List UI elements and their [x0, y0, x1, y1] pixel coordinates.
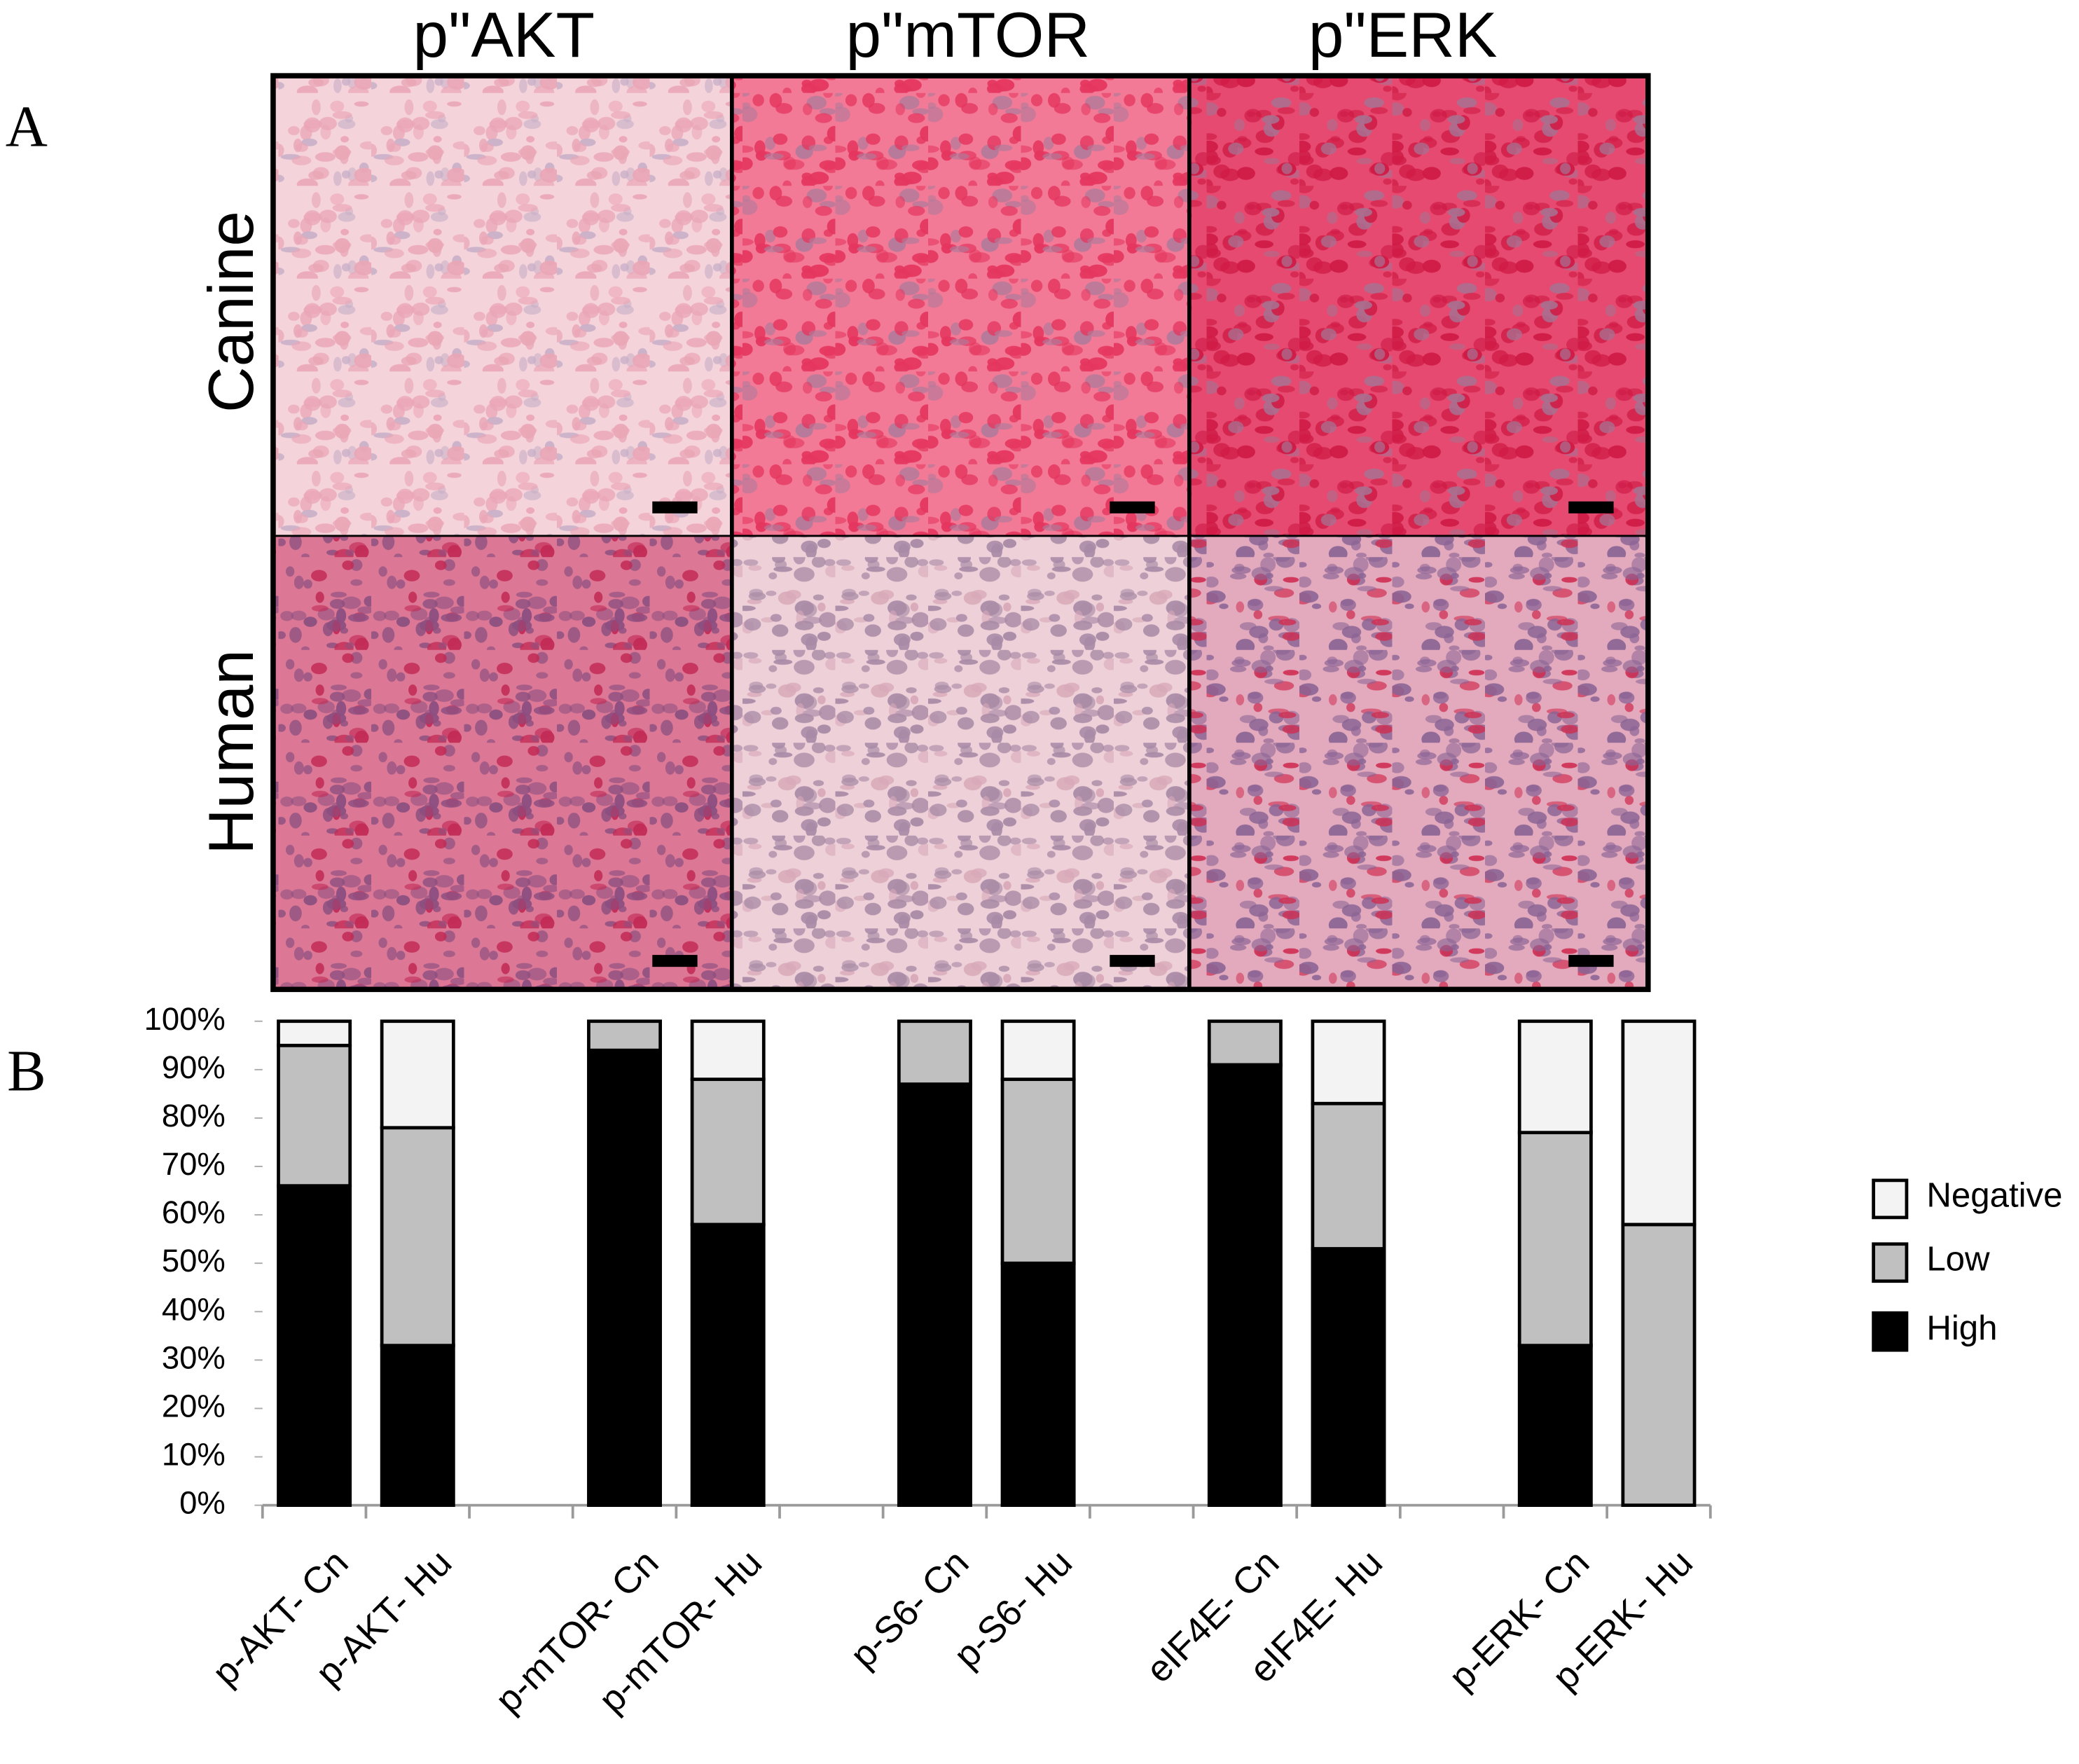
- y-tick-label: 40%: [162, 1291, 226, 1327]
- bar-segment: [1621, 1019, 1697, 1227]
- micrograph: [1189, 535, 1648, 990]
- bar-segment: [380, 1344, 455, 1508]
- bar-segment: [897, 1082, 972, 1508]
- bar-segment: [380, 1126, 455, 1348]
- y-tick-label: 10%: [162, 1437, 226, 1473]
- bar-segment: [1517, 1131, 1593, 1348]
- legend-label: High: [1926, 1309, 1997, 1347]
- y-tick-label: 20%: [162, 1388, 226, 1424]
- scale-bar: [1568, 955, 1614, 967]
- bar-segment: [1311, 1019, 1386, 1105]
- bar-segment: [1517, 1344, 1593, 1508]
- bar-segment: [587, 1048, 663, 1508]
- y-tick-label: 90%: [162, 1049, 226, 1085]
- scale-bar: [1568, 501, 1614, 514]
- bar-segment: [1000, 1261, 1076, 1508]
- bar-segment: [277, 1184, 352, 1508]
- bar-segment: [1000, 1077, 1076, 1265]
- bar-segment: [1311, 1247, 1386, 1508]
- column-label: p"AKT: [413, 0, 595, 71]
- micrograph: [1189, 76, 1648, 536]
- y-tick-label: 100%: [144, 1001, 226, 1037]
- bar-segment: [277, 1043, 352, 1188]
- bar-segment: [690, 1222, 766, 1508]
- legend-swatch: [1872, 1311, 1909, 1352]
- y-tick-label: 0%: [179, 1485, 226, 1521]
- row-label: Canine: [196, 211, 267, 413]
- y-tick-label: 30%: [162, 1339, 226, 1375]
- legend-swatch: [1872, 1178, 1909, 1220]
- legend-label: Negative: [1926, 1176, 2062, 1215]
- column-label: p"ERK: [1308, 0, 1498, 71]
- micrograph: [272, 76, 732, 536]
- bar-segment: [1207, 1063, 1283, 1508]
- micrograph: [731, 535, 1189, 990]
- bar-segment: [897, 1019, 972, 1086]
- scale-bar: [1110, 501, 1155, 514]
- legend-swatch: [1872, 1242, 1909, 1283]
- scale-bar: [1110, 955, 1155, 967]
- panel-label: B: [7, 1039, 46, 1103]
- bar-segment: [1207, 1019, 1283, 1067]
- micrograph: [731, 76, 1189, 536]
- micrographs: [270, 73, 1651, 993]
- bar-segment: [690, 1077, 766, 1227]
- bar-segment: [1311, 1101, 1386, 1250]
- bar-segment: [380, 1019, 455, 1130]
- frame: [270, 73, 1651, 993]
- bar-segment: [1621, 1222, 1697, 1508]
- bar-segment: [1000, 1019, 1076, 1082]
- panel-label: A: [6, 95, 48, 160]
- legend-label: Low: [1926, 1239, 1990, 1278]
- chart: 0%10%20%30%40%50%60%70%80%90%100%p-AKT- …: [144, 1001, 2063, 1721]
- column-label: p"mTOR: [846, 0, 1091, 71]
- y-tick-label: 60%: [162, 1194, 226, 1230]
- row-label: Human: [196, 649, 267, 855]
- bar-segment: [1517, 1019, 1593, 1135]
- micrograph: [272, 535, 732, 990]
- bar-segment: [277, 1019, 352, 1047]
- scale-bar: [652, 501, 698, 514]
- scale-bar: [652, 955, 698, 967]
- bar-segment: [587, 1019, 663, 1052]
- bar-segment: [690, 1019, 766, 1082]
- y-tick-label: 80%: [162, 1098, 226, 1133]
- y-tick-label: 70%: [162, 1146, 226, 1182]
- y-tick-label: 50%: [162, 1243, 226, 1279]
